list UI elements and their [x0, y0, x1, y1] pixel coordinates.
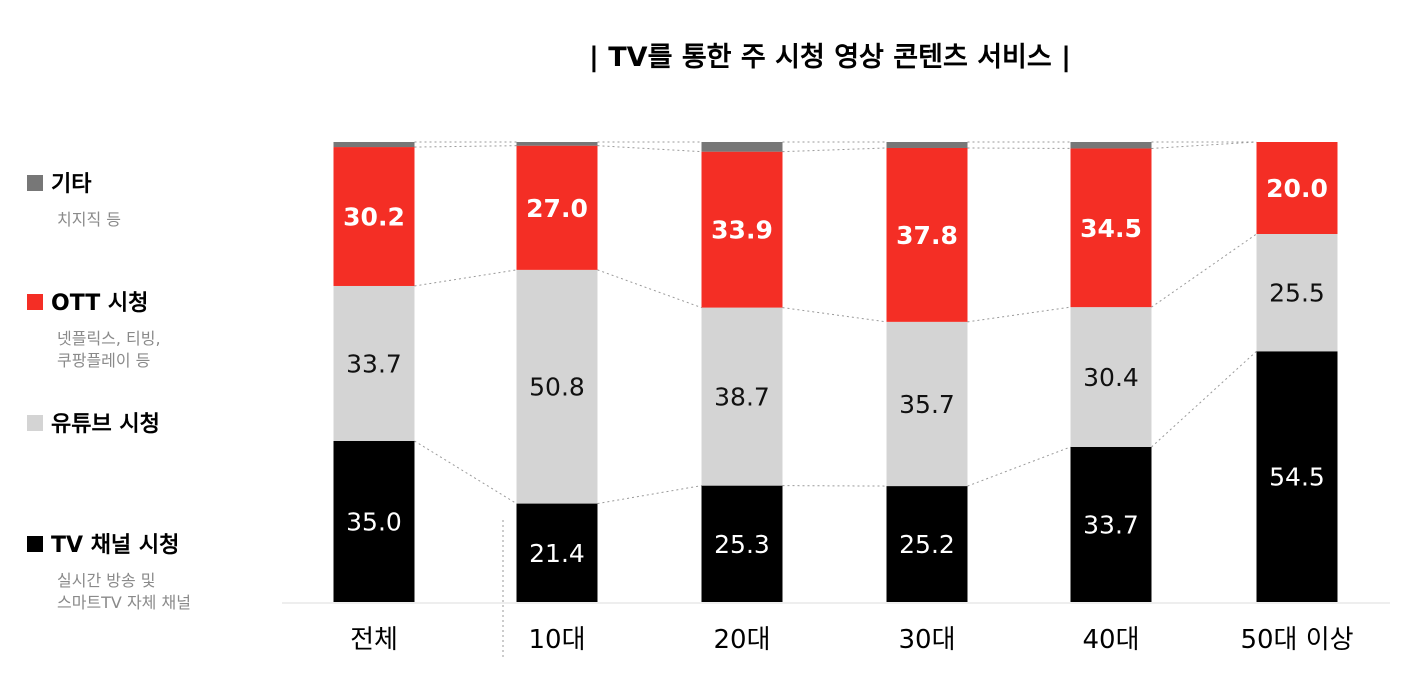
bar-segment — [1070, 307, 1152, 447]
bar-segment — [333, 441, 415, 602]
bar-segment — [701, 151, 783, 308]
bar-segment — [516, 145, 598, 270]
legend-swatch — [27, 415, 43, 431]
bar-segment — [886, 142, 968, 148]
bars — [333, 142, 1338, 602]
data-label: 30.4 — [1083, 363, 1139, 392]
bar-segment — [1256, 142, 1338, 234]
bar-segment — [886, 147, 968, 322]
legend-label: TV 채널 시청 — [51, 533, 179, 558]
connector-line — [597, 269, 702, 309]
category-label: 20대 — [713, 625, 770, 655]
data-label: 34.5 — [1080, 214, 1142, 243]
data-label: 27.0 — [526, 194, 588, 223]
connector-line — [782, 307, 887, 323]
connector-line — [1151, 350, 1257, 448]
legend-description: 스마트TV 자체 채널 — [57, 593, 191, 612]
data-label: 33.7 — [346, 349, 402, 378]
legend-label: OTT 시청 — [51, 291, 148, 316]
connector-line — [1151, 233, 1257, 308]
bar-segment — [1070, 446, 1152, 602]
category-label: 40대 — [1082, 625, 1139, 655]
bar-segment — [886, 486, 968, 602]
bar-segment — [516, 503, 598, 602]
value-labels: 35.0 33.7 30.2 21.4 50.8 27.0 25.3 38.7 33.9 25.2… — [343, 174, 1328, 568]
data-label: 33.7 — [1083, 510, 1139, 539]
bar-segment — [1070, 148, 1152, 308]
bar-segment — [1256, 351, 1338, 602]
connector-line — [967, 306, 1071, 323]
data-label: 54.5 — [1269, 463, 1325, 492]
connector-line — [1151, 141, 1257, 149]
data-label: 30.2 — [343, 203, 405, 232]
data-label: 38.7 — [714, 383, 770, 412]
category-labels: 전체 10대 20대 30대 40대 50대 이상 — [350, 625, 1353, 655]
connector-line — [782, 147, 887, 153]
data-label: 20.0 — [1266, 174, 1328, 203]
data-label: 50.8 — [529, 373, 585, 402]
bar-segment — [701, 485, 783, 602]
chart-title: | TV를 통한 주 시청 영상 콘텐츠 서비스 | — [589, 42, 1071, 73]
legend-description: 실시간 방송 및 — [57, 571, 156, 590]
bar-segment — [333, 147, 415, 286]
legend-description: 쿠팡플레이 등 — [57, 351, 150, 370]
bar-segment — [333, 285, 415, 441]
legend-label: 유튜브 시청 — [51, 412, 160, 437]
bar-segment — [333, 142, 415, 148]
bar-segment — [886, 321, 968, 487]
category-label: 10대 — [528, 625, 585, 655]
connector-line — [967, 446, 1071, 487]
category-label: 30대 — [898, 625, 955, 655]
legend-description: 치지직 등 — [57, 210, 121, 229]
category-label: 전체 — [350, 625, 398, 655]
connector-line — [414, 145, 517, 148]
data-label: 25.3 — [714, 530, 770, 559]
bar-segment — [1256, 234, 1338, 352]
data-label: 25.2 — [899, 530, 955, 559]
data-label: 35.0 — [346, 508, 402, 537]
legend-description: 넷플릭스, 티빙, — [57, 329, 161, 348]
bar-segment — [516, 142, 598, 146]
category-label: 50대 이상 — [1240, 625, 1353, 655]
bar-segment — [701, 307, 783, 486]
bar-segment — [1070, 142, 1152, 149]
connector-line — [414, 440, 517, 504]
legend-label: 기타 — [51, 172, 92, 197]
bar-segment — [516, 269, 598, 504]
bar-segment — [701, 142, 783, 152]
legend-swatch — [27, 536, 43, 552]
connector-lines — [414, 141, 1257, 505]
legend-swatch — [27, 175, 43, 191]
data-label: 35.7 — [899, 390, 955, 419]
legend-swatch — [27, 294, 43, 310]
data-label: 21.4 — [529, 539, 585, 568]
connector-line — [414, 269, 517, 287]
data-label: 25.5 — [1269, 279, 1325, 308]
connector-line — [597, 485, 702, 505]
data-label: 37.8 — [896, 221, 958, 250]
connector-line — [597, 145, 702, 153]
data-label: 33.9 — [711, 216, 773, 245]
